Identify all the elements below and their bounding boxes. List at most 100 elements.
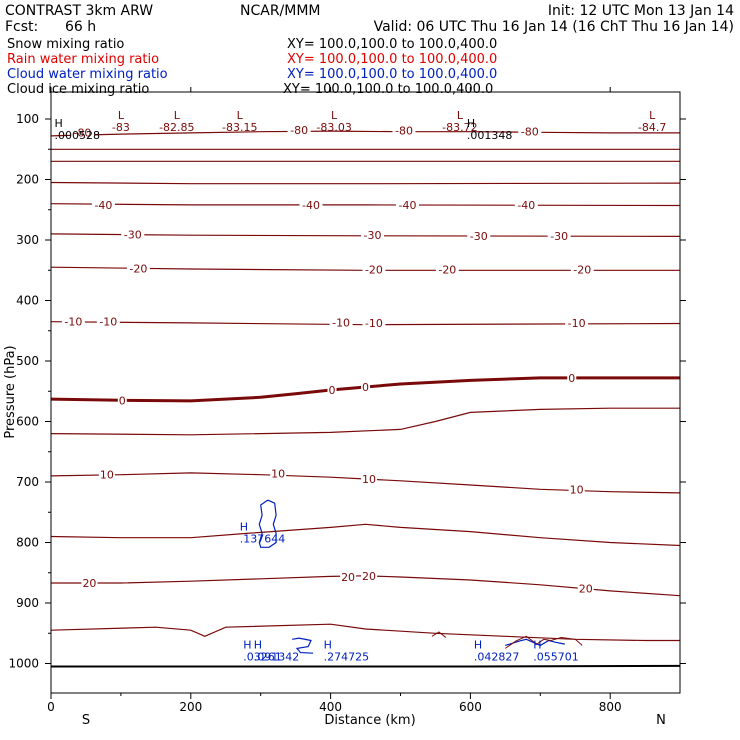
x-tick-label: 400	[319, 700, 342, 714]
contour-label-bg	[362, 263, 386, 276]
contour-label-bg	[329, 316, 353, 329]
temperature-minimum-value: -84.7	[638, 121, 666, 134]
contour-label: -30	[124, 229, 142, 242]
cloud-water-maximum-mark: H	[240, 520, 248, 533]
header-center-title: NCAR/MMM	[240, 3, 321, 19]
contour-label: -10	[568, 317, 586, 330]
contour-label: -40	[302, 199, 320, 212]
cloud-water-maximum-value: .274725	[324, 650, 370, 663]
temperature-contour-line	[50, 233, 681, 237]
temperature-contour-line	[50, 130, 681, 137]
temperature-contour-line	[50, 407, 681, 436]
contour-label: 20	[341, 571, 355, 584]
legend-rain-name: Rain water mixing ratio	[7, 52, 159, 67]
temperature-contour-line	[50, 376, 681, 403]
temperature-minimum-mark: L	[174, 109, 181, 122]
contour-label-bg	[121, 228, 145, 241]
x-axis-label: Distance (km)	[324, 713, 415, 728]
contour-label-bg	[467, 229, 491, 242]
contour-label: 0	[362, 381, 369, 394]
contour-label-bg	[61, 315, 85, 328]
temperature-minimum-value: -83.72	[442, 121, 477, 134]
contour-label: 0	[119, 394, 126, 407]
header-left-title: CONTRAST 3km ARW	[5, 3, 153, 19]
cloud-water-maximum-mark: H	[243, 638, 251, 651]
contour-label-bg	[362, 316, 386, 329]
temperature-minimum-mark: L	[237, 109, 244, 122]
header-valid: Valid: 06 UTC Thu 16 Jan 14 (16 ChT Thu …	[374, 19, 734, 35]
contour-label-bg	[361, 381, 371, 394]
header-fcst-label: Fcst:	[5, 19, 38, 35]
legend-cloud-water-name: Cloud water mixing ratio	[7, 67, 168, 82]
cloud-water-maximum-mark: H	[324, 638, 332, 651]
ice-maximum-value: .000528	[54, 129, 99, 142]
temperature-contour-line	[50, 266, 681, 271]
contour-label: -10	[64, 316, 82, 329]
contour-label: -80	[290, 124, 308, 137]
cloud-water-maximum-value: .03261	[243, 650, 282, 663]
temperature-minimum-value: -83	[112, 121, 130, 134]
contour-label-bg	[91, 198, 115, 211]
cloud-water-contour-line	[258, 499, 277, 548]
x-tick-label: 0	[47, 700, 55, 714]
x-tick-label: 200	[179, 700, 202, 714]
contour-label-bg	[117, 394, 127, 407]
cloud-water-contours	[258, 499, 565, 654]
contour-label-bg	[270, 467, 287, 480]
contour-label: -10	[99, 316, 117, 329]
temperature-contour-line	[50, 321, 681, 326]
extrema-markers: L-83L-82.85L-83.15L-83.03L-83.72L-84.7H.…	[54, 109, 666, 663]
cloud-water-maximum-value: .091342	[254, 650, 300, 663]
contour-label-bg	[568, 483, 585, 496]
plot-frame	[50, 91, 681, 694]
rain-contours	[431, 631, 583, 649]
contour-label: 10	[362, 473, 376, 486]
legend-cloud-ice-xy: XY= 100.0,100.0 to 100.0,400.0	[283, 82, 493, 97]
header-init: Init: 12 UTC Mon 13 Jan 14	[548, 3, 734, 19]
y-tick-label: 700	[16, 475, 39, 489]
contour-label: -20	[365, 264, 383, 277]
contour-label-bg	[70, 126, 94, 139]
contour-label-bg	[299, 198, 323, 211]
contour-label-bg	[565, 316, 589, 329]
contour-label-bg	[98, 468, 115, 481]
temperature-contour-line	[50, 523, 681, 547]
temperature-contour-line	[50, 203, 681, 207]
contour-label-bg	[361, 229, 385, 242]
ice-maximum-value: .001348	[467, 129, 513, 142]
cloud-water-contour-line	[505, 638, 565, 647]
cloud-water-maximum-mark: H	[474, 638, 482, 651]
legend: Snow mixing ratio XY= 100.0,100.0 to 100…	[7, 37, 497, 97]
contour-label-bg	[340, 570, 357, 583]
contour-label: -10	[365, 317, 383, 330]
contour-label: -30	[470, 230, 488, 243]
cloud-water-maximum-mark: H	[254, 638, 262, 651]
contour-label: -30	[364, 229, 382, 242]
contour-label: -40	[94, 199, 112, 212]
south-label: S	[82, 713, 90, 728]
contour-label: 20	[362, 570, 376, 583]
y-tick-label: 600	[16, 415, 39, 429]
temperature-minimum-value: -83.03	[316, 121, 351, 134]
legend-cloud-ice-name: Cloud ice mixing ratio	[7, 82, 149, 97]
contour-label: 0	[328, 384, 335, 397]
ice-maximum-mark: H	[467, 117, 475, 130]
temperature-minimum-value: -83.15	[222, 121, 257, 134]
legend-rain-xy: XY= 100.0,100.0 to 100.0,400.0	[287, 52, 497, 67]
surface-line	[51, 664, 681, 668]
contour-label: -80	[395, 124, 413, 137]
y-tick-label: 1000	[8, 657, 39, 671]
contour-label-bg	[361, 472, 378, 485]
temperature-contour-line	[50, 181, 681, 185]
contour-label-bg	[518, 125, 542, 138]
contour-label-bg	[287, 123, 311, 136]
y-tick-label: 800	[16, 536, 39, 550]
contour-label-bg	[126, 262, 150, 275]
contour-label: -20	[438, 264, 456, 277]
header-fcst-value: 66 h	[65, 19, 96, 35]
y-tick-label: 500	[16, 354, 39, 368]
contour-label-bg	[81, 577, 98, 590]
contour-label-bg	[514, 198, 538, 211]
legend-snow-name: Snow mixing ratio	[7, 37, 124, 52]
rain-contour-line	[505, 635, 583, 649]
